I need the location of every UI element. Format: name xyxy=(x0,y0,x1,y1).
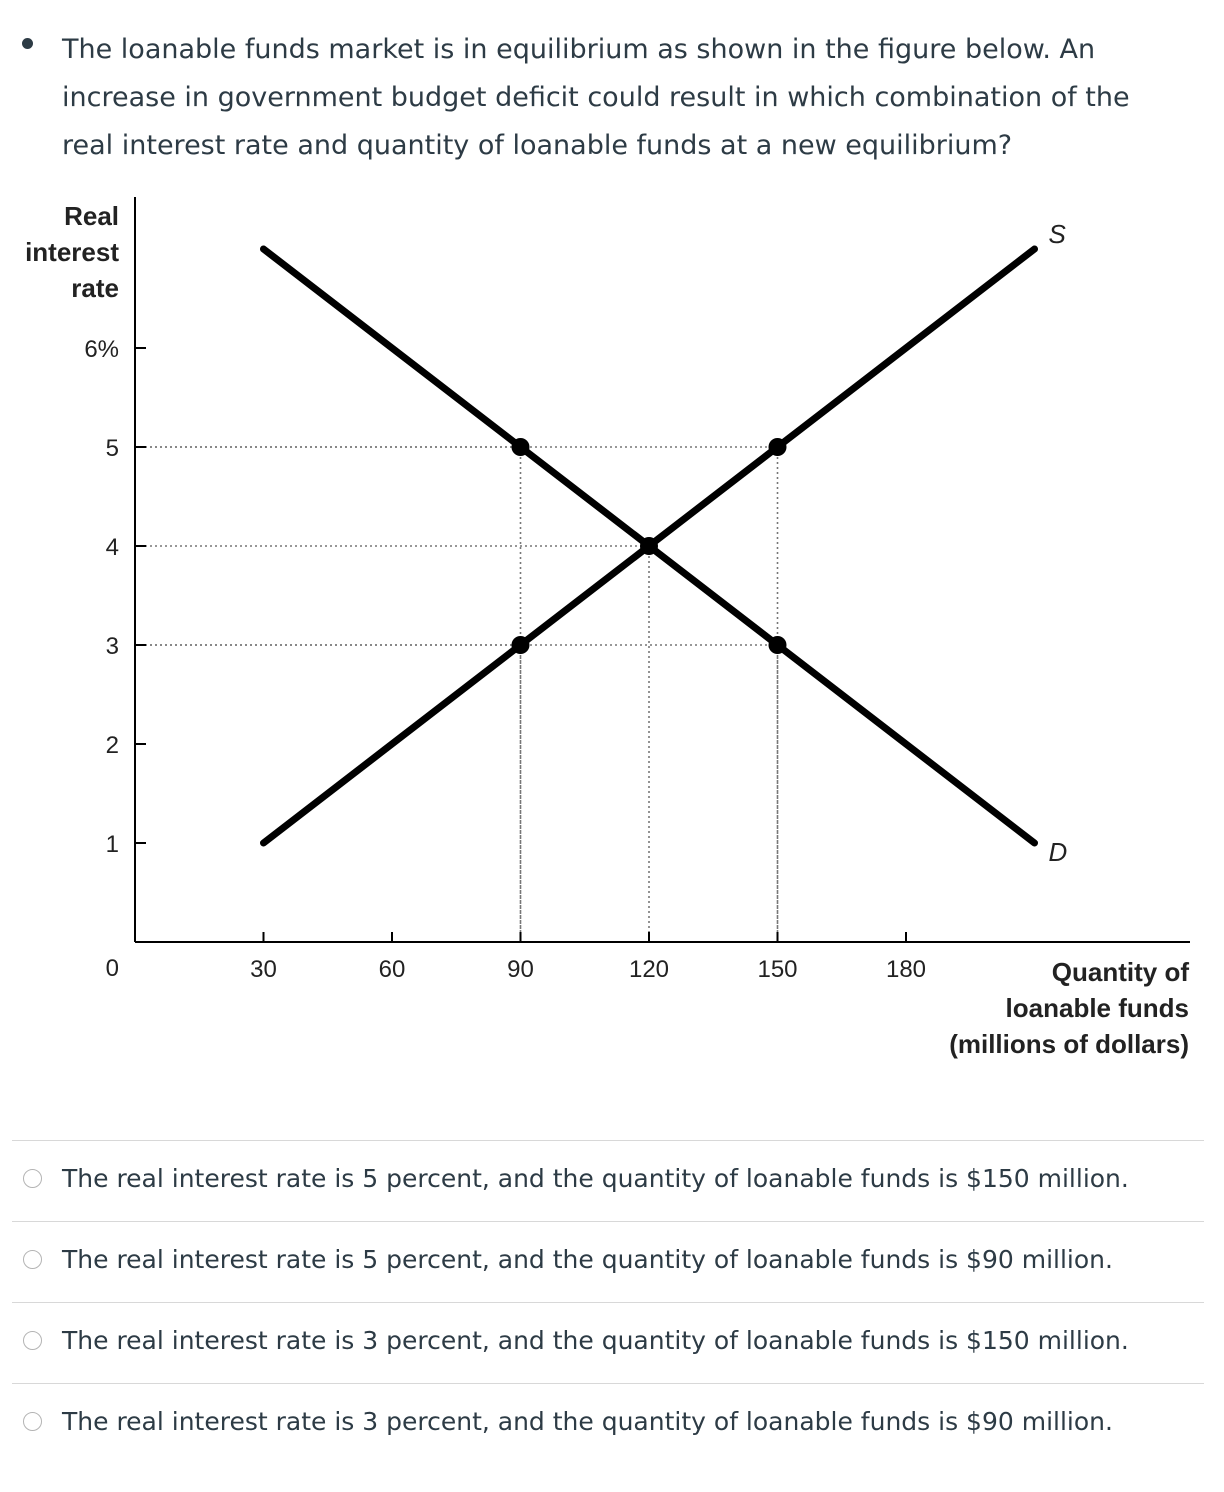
y-tick-label: 6% xyxy=(84,336,119,363)
y-axis-title: rate xyxy=(71,273,119,303)
data-point xyxy=(511,636,530,654)
data-point xyxy=(640,537,658,555)
series-label-D: D xyxy=(1049,837,1068,867)
x-tick-label: 30 xyxy=(250,956,277,983)
y-tick-label: 5 xyxy=(106,435,119,462)
x-tick-label: 90 xyxy=(507,956,534,983)
radio-button-icon[interactable] xyxy=(23,1331,42,1350)
data-point xyxy=(768,636,787,654)
x-axis-title: loanable funds xyxy=(1006,993,1189,1023)
y-axis-title: interest xyxy=(25,237,119,267)
y-tick-label: 3 xyxy=(106,633,119,660)
x-tick-label: 120 xyxy=(629,956,669,983)
question-text: The loanable funds market is in equilibr… xyxy=(62,34,1130,161)
answer-option-4[interactable]: The real interest rate is 3 percent, and… xyxy=(12,1383,1204,1464)
question-block: The loanable funds market is in equilibr… xyxy=(0,0,1224,180)
answer-label[interactable]: The real interest rate is 3 percent, and… xyxy=(62,1326,1129,1355)
x-tick-label: 180 xyxy=(886,956,926,983)
y-tick-label: 4 xyxy=(106,534,119,561)
y-axis-title: Real xyxy=(64,201,119,231)
answer-option-3[interactable]: The real interest rate is 3 percent, and… xyxy=(12,1302,1204,1383)
answer-option-2[interactable]: The real interest rate is 5 percent, and… xyxy=(12,1221,1204,1302)
x-axis-title: (millions of dollars) xyxy=(949,1029,1189,1059)
data-point xyxy=(768,438,787,456)
data-point xyxy=(511,438,530,456)
loanable-funds-chart: 0 1 2 3 4 5 6% 30 60 90 120 150 180 Real interest rate Q… xyxy=(25,197,1190,1059)
y-tick-label: 0 xyxy=(106,955,119,982)
x-tick-label: 150 xyxy=(757,956,797,983)
answer-label[interactable]: The real interest rate is 5 percent, and… xyxy=(62,1245,1113,1274)
answer-option-1[interactable]: The real interest rate is 5 percent, and… xyxy=(12,1140,1204,1221)
radio-button-icon[interactable] xyxy=(23,1169,42,1188)
x-tick-label: 60 xyxy=(379,956,406,983)
y-tick-label: 1 xyxy=(106,831,119,858)
answer-label[interactable]: The real interest rate is 5 percent, and… xyxy=(62,1164,1129,1193)
x-axis-title: Quantity of xyxy=(1052,957,1190,987)
series-label-S: S xyxy=(1049,219,1067,249)
radio-button-icon[interactable] xyxy=(23,1250,42,1269)
radio-button-icon[interactable] xyxy=(23,1412,42,1431)
answer-list: The real interest rate is 5 percent, and… xyxy=(12,1140,1204,1464)
answer-label[interactable]: The real interest rate is 3 percent, and… xyxy=(62,1407,1113,1436)
bullet-icon xyxy=(22,38,33,49)
y-tick-label: 2 xyxy=(106,732,119,759)
